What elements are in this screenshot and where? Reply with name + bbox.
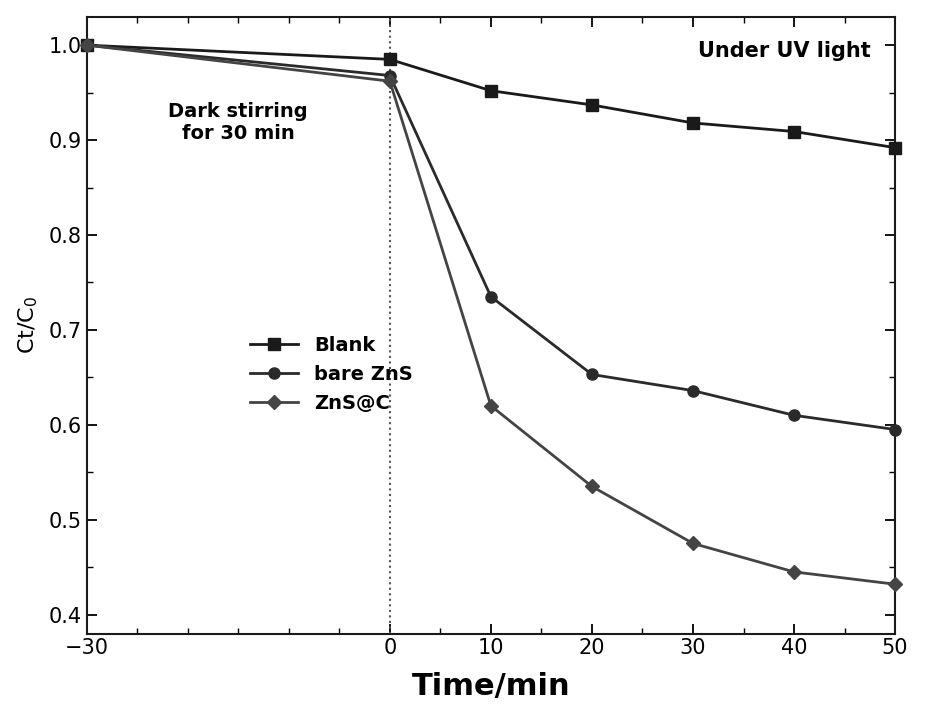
bare ZnS	[687, 386, 698, 395]
ZnS@C	[384, 77, 395, 85]
Blank	[586, 101, 598, 109]
Blank	[687, 118, 698, 127]
Blank	[890, 144, 901, 152]
ZnS@C	[788, 568, 799, 577]
bare ZnS	[486, 292, 497, 301]
Blank	[384, 55, 395, 64]
Text: Under UV light: Under UV light	[698, 42, 870, 61]
ZnS@C	[486, 401, 497, 410]
Line: ZnS@C: ZnS@C	[81, 40, 900, 589]
ZnS@C	[586, 482, 598, 491]
ZnS@C	[687, 539, 698, 548]
Line: Blank: Blank	[81, 39, 901, 153]
bare ZnS	[586, 370, 598, 379]
bare ZnS	[788, 411, 799, 419]
ZnS@C	[890, 580, 901, 589]
Legend: Blank, bare ZnS, ZnS@C: Blank, bare ZnS, ZnS@C	[242, 328, 421, 421]
Blank	[788, 127, 799, 136]
Line: bare ZnS: bare ZnS	[81, 39, 901, 435]
Blank	[81, 41, 92, 50]
Blank	[486, 86, 497, 95]
bare ZnS	[890, 425, 901, 434]
Text: Dark stirring
for 30 min: Dark stirring for 30 min	[168, 102, 308, 143]
X-axis label: Time/min: Time/min	[412, 672, 570, 701]
ZnS@C	[81, 41, 92, 50]
bare ZnS	[81, 41, 92, 50]
Y-axis label: Ct/C$_0$: Ct/C$_0$	[17, 296, 41, 354]
bare ZnS	[384, 71, 395, 80]
